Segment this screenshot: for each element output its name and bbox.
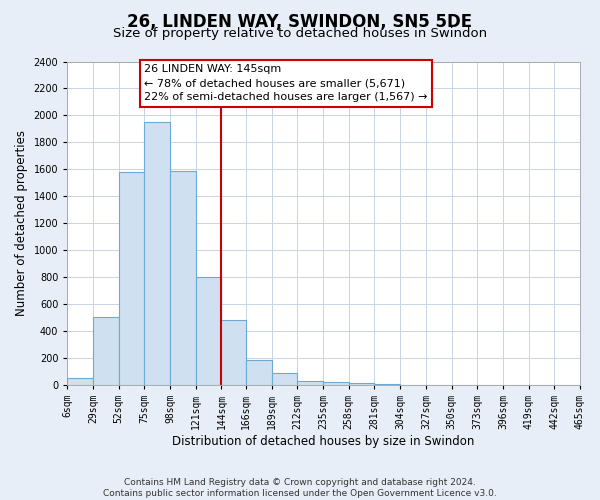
Bar [246,360,272,384]
Bar [196,277,221,384]
Text: 26, LINDEN WAY, SWINDON, SN5 5DE: 26, LINDEN WAY, SWINDON, SN5 5DE [127,12,473,30]
Bar [119,172,145,384]
X-axis label: Distribution of detached houses by size in Swindon: Distribution of detached houses by size … [172,434,475,448]
Bar [298,380,323,384]
Bar [349,382,374,384]
Bar [272,372,298,384]
Bar [221,320,246,384]
Bar [67,378,93,384]
Text: Contains HM Land Registry data © Crown copyright and database right 2024.
Contai: Contains HM Land Registry data © Crown c… [103,478,497,498]
Bar [170,170,196,384]
Text: 26 LINDEN WAY: 145sqm
← 78% of detached houses are smaller (5,671)
22% of semi-d: 26 LINDEN WAY: 145sqm ← 78% of detached … [145,64,428,102]
Bar [145,122,170,384]
Y-axis label: Number of detached properties: Number of detached properties [15,130,28,316]
Text: Size of property relative to detached houses in Swindon: Size of property relative to detached ho… [113,28,487,40]
Bar [93,318,119,384]
Bar [323,382,349,384]
